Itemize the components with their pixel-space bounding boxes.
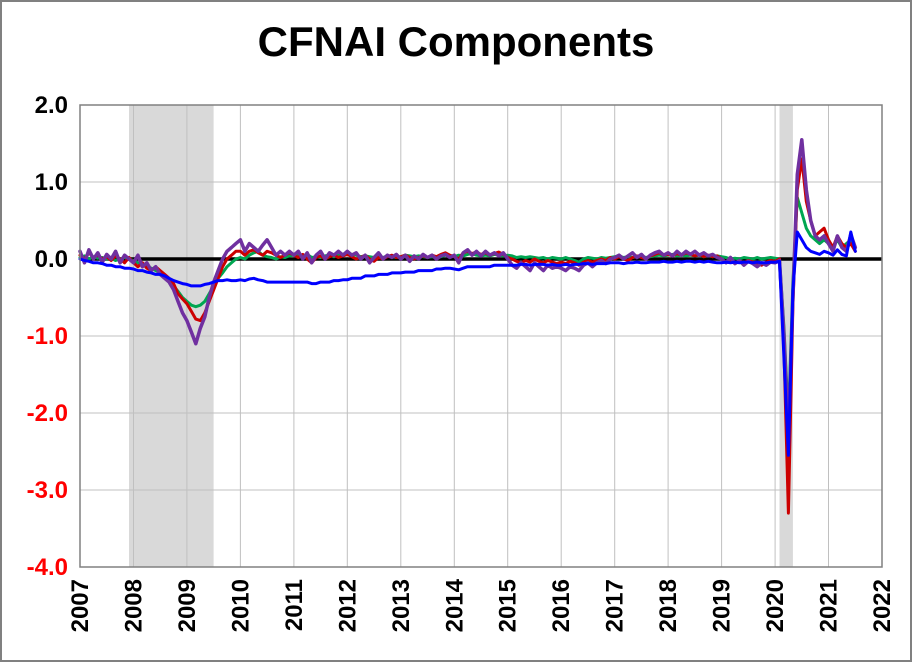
x-tick-label: 2020 <box>762 579 789 632</box>
x-tick-label: 2009 <box>174 579 201 632</box>
x-tick-label: 2016 <box>548 579 575 632</box>
x-tick-label: 2021 <box>816 579 843 632</box>
x-tick-label: 2018 <box>655 579 682 632</box>
x-tick-label: 2017 <box>602 579 629 632</box>
y-tick-label: -4.0 <box>27 554 68 581</box>
y-tick-label: -3.0 <box>27 477 68 504</box>
x-tick-label: 2008 <box>121 579 148 632</box>
plot-border <box>79 104 883 568</box>
chart-title: CFNAI Components <box>257 18 655 65</box>
y-tick-label: 0.0 <box>35 246 68 273</box>
y-tick-label: -2.0 <box>27 400 68 427</box>
x-tick-label: 2014 <box>441 578 468 632</box>
x-tick-label: 2022 <box>869 579 896 632</box>
x-tick-label: 2013 <box>388 579 415 632</box>
x-tick-label: 2010 <box>227 579 254 632</box>
x-tick-label: 2015 <box>495 579 522 632</box>
y-tick-label: 2.0 <box>35 92 68 119</box>
y-tick-label: 1.0 <box>35 169 68 196</box>
x-tick-label: 2011 <box>281 579 308 631</box>
y-tick-label: -1.0 <box>27 323 68 350</box>
x-tick-label: 2012 <box>334 579 361 632</box>
x-tick-label: 2019 <box>709 579 736 632</box>
series-line-blue <box>78 230 857 457</box>
x-tick-label: 2007 <box>67 579 94 632</box>
